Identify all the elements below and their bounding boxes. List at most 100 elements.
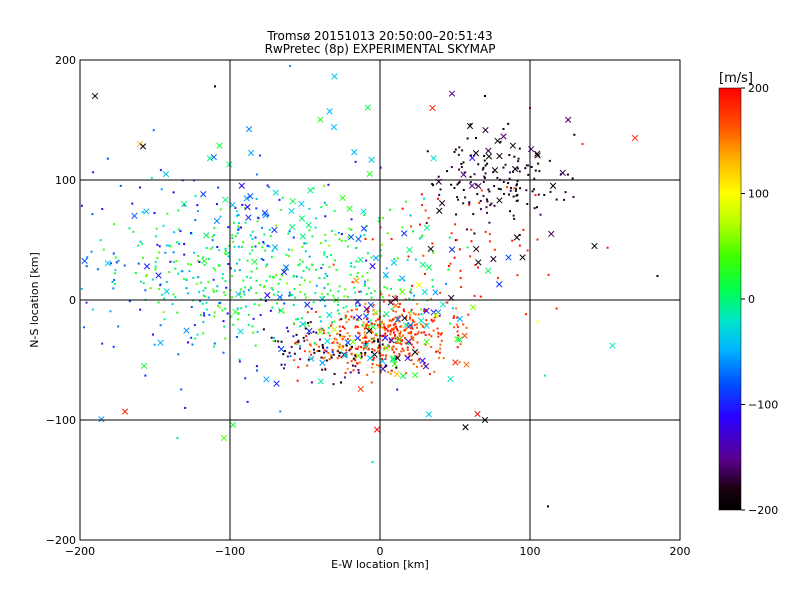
scatter-dot	[314, 292, 317, 295]
scatter-dot	[404, 341, 407, 344]
scatter-dot	[283, 269, 286, 272]
scatter-dot	[268, 275, 271, 278]
scatter-dot	[187, 341, 190, 344]
scatter-dot	[333, 372, 336, 375]
y-tick-label: −200	[46, 534, 76, 547]
scatter-dot	[380, 293, 383, 296]
scatter-dot	[371, 461, 374, 463]
scatter-dot	[421, 204, 424, 207]
scatter-dot	[437, 331, 440, 334]
scatter-dot	[474, 264, 477, 267]
scatter-dot	[112, 223, 115, 226]
scatter-dot	[155, 235, 158, 238]
scatter-dot	[335, 338, 338, 341]
scatter-dot	[411, 327, 414, 330]
scatter-dot	[486, 211, 489, 214]
scatter-dot	[322, 357, 325, 360]
scatter-dot	[439, 347, 442, 350]
scatter-dot	[320, 320, 323, 323]
scatter-dot	[462, 188, 465, 191]
scatter-dot	[370, 337, 373, 340]
scatter-cross	[162, 170, 170, 178]
scatter-dot	[424, 343, 427, 346]
scatter-cross	[482, 126, 489, 134]
scatter-dot	[383, 334, 386, 337]
scatter-dot	[257, 217, 260, 220]
scatter-dot	[401, 339, 404, 342]
scatter-cross	[430, 155, 437, 162]
scatter-dot	[370, 381, 373, 384]
scatter-dot	[525, 313, 528, 316]
scatter-dot	[281, 196, 284, 199]
scatter-dot	[395, 310, 398, 313]
scatter-dot	[392, 345, 395, 348]
scatter-dot	[291, 249, 294, 252]
scatter-dot	[307, 324, 310, 327]
scatter-dot	[245, 305, 248, 308]
scatter-dot	[211, 235, 214, 238]
scatter-dot	[363, 213, 366, 216]
scatter-dot	[277, 290, 280, 293]
scatter-dot	[526, 164, 529, 167]
scatter-cross	[391, 360, 398, 368]
scatter-dot	[255, 279, 258, 282]
scatter-dot	[365, 323, 368, 326]
scatter-dot	[374, 334, 377, 337]
scatter-dot	[383, 347, 386, 350]
scatter-dot	[322, 329, 325, 332]
scatter-dot	[293, 274, 296, 277]
scatter-dot	[315, 217, 318, 220]
scatter-dot	[370, 296, 373, 299]
scatter-dot	[327, 326, 330, 329]
scatter-dot	[365, 318, 368, 321]
scatter-dot	[606, 246, 609, 249]
scatter-cross	[216, 142, 223, 149]
scatter-dot	[396, 388, 399, 391]
scatter-cross	[475, 259, 482, 266]
scatter-dot	[460, 286, 463, 289]
scatter-cross	[496, 152, 503, 160]
scatter-dot	[534, 169, 537, 172]
scatter-dot	[493, 204, 496, 207]
scatter-dot	[486, 162, 489, 165]
scatter-dot	[252, 331, 255, 334]
scatter-dot	[497, 276, 500, 279]
scatter-cross	[330, 124, 338, 131]
scatter-dot	[199, 300, 202, 303]
scatter-dot	[327, 332, 330, 335]
scatter-dot	[412, 320, 415, 323]
scatter-dot	[86, 256, 89, 259]
scatter-cross	[372, 309, 379, 316]
scatter-dot	[251, 245, 254, 248]
scatter-dot	[262, 241, 265, 244]
scatter-dot	[482, 194, 485, 197]
scatter-dot	[458, 361, 461, 364]
scatter-dot	[109, 310, 112, 313]
scatter-dot	[299, 345, 302, 348]
scatter-dot	[323, 277, 326, 280]
scatter-dot	[350, 218, 353, 221]
scatter-dot	[268, 228, 271, 231]
scatter-dot	[216, 285, 219, 288]
scatter-dot	[234, 235, 237, 238]
scatter-dot	[192, 251, 195, 254]
scatter-dot	[218, 264, 221, 267]
scatter-dot	[158, 288, 161, 291]
y-axis-ticks: −200 −100 0 100 200	[46, 54, 76, 547]
scatter-dot	[413, 324, 416, 327]
scatter-dot	[306, 364, 309, 367]
scatter-dot	[508, 193, 511, 196]
scatter-dot	[514, 189, 517, 192]
scatter-dot	[393, 351, 396, 354]
scatter-cross	[462, 424, 469, 431]
scatter-dot	[381, 217, 384, 220]
scatter-dot	[371, 341, 374, 344]
scatter-cross	[346, 205, 353, 212]
scatter-cross	[448, 90, 456, 97]
scatter-dot	[197, 276, 200, 279]
scatter-dot	[180, 388, 183, 391]
scatter-dot	[240, 246, 243, 249]
scatter-dot	[278, 309, 281, 312]
scatter-dot	[295, 318, 298, 321]
scatter-dot	[421, 325, 424, 328]
